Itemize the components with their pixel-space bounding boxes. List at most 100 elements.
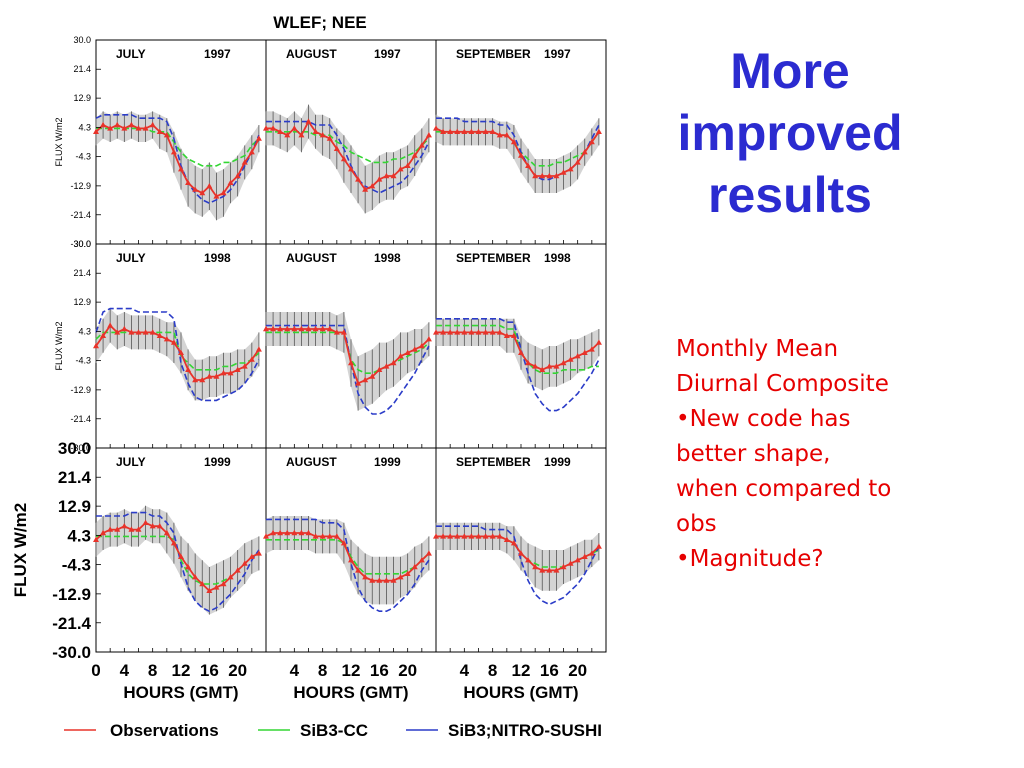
series-line-sib3-nitro-sushi bbox=[95, 307, 260, 402]
observation-point bbox=[326, 135, 333, 141]
observation-point bbox=[128, 526, 135, 532]
observation-point bbox=[213, 373, 220, 379]
panel-month-label: AUGUST bbox=[286, 455, 337, 469]
panel-month-label: JULY bbox=[116, 251, 146, 265]
observation-point bbox=[553, 172, 560, 179]
observation-point bbox=[595, 543, 602, 549]
observation-point bbox=[206, 373, 213, 379]
observation-point bbox=[553, 567, 560, 573]
notes-bullet-line: •Magnitude? bbox=[676, 546, 824, 572]
observation-point bbox=[121, 125, 128, 131]
observation-point bbox=[170, 540, 177, 546]
observation-point bbox=[270, 529, 277, 536]
y-tick-label: -21.4 bbox=[70, 414, 91, 424]
observation-point bbox=[227, 179, 234, 185]
legend: Observations SiB3-CC SiB3;NITRO-SUSHI bbox=[64, 721, 602, 740]
panel-year-label: 1997 bbox=[544, 47, 571, 61]
observation-point bbox=[170, 339, 177, 345]
observation-point bbox=[411, 563, 418, 570]
observation-point bbox=[461, 329, 468, 335]
notes-bullet-line: better shape, bbox=[676, 441, 831, 467]
observation-point bbox=[404, 570, 411, 576]
spread-band bbox=[96, 111, 259, 221]
observation-point bbox=[333, 145, 340, 151]
observation-point bbox=[93, 342, 99, 349]
chart-panel: JULY 1998 30.0 21.4 12.9 4.3 -4.3 -12.9 -21.4 -30… bbox=[54, 239, 267, 453]
observation-point bbox=[114, 526, 121, 532]
y-tick-label: -12.9 bbox=[70, 181, 91, 191]
observation-point bbox=[553, 363, 560, 369]
x-tick-label: 12 bbox=[512, 661, 531, 680]
observation-point bbox=[447, 128, 454, 134]
y-tick-label: -12.9 bbox=[70, 385, 91, 395]
observation-point bbox=[142, 329, 149, 335]
y-tick-label: -4.3 bbox=[75, 356, 91, 366]
x-tick-label: 16 bbox=[200, 661, 219, 680]
x-tick-label: 8 bbox=[318, 661, 327, 680]
observation-point bbox=[277, 325, 284, 332]
observation-point bbox=[234, 366, 241, 372]
panel-month-label: SEPTEMBER bbox=[456, 47, 531, 61]
observation-point bbox=[241, 159, 248, 165]
observation-point bbox=[560, 563, 567, 570]
notes-bullet-line: •New code has bbox=[676, 406, 851, 432]
observation-point bbox=[532, 563, 539, 570]
observation-point bbox=[326, 325, 333, 332]
observation-point bbox=[567, 560, 574, 566]
chart-panel: AUGUST 1997 bbox=[263, 39, 437, 245]
observation-point bbox=[595, 339, 602, 345]
observation-point bbox=[475, 128, 482, 134]
x-axis-label: HOURS (GMT) bbox=[293, 683, 408, 702]
observation-point bbox=[546, 363, 553, 369]
y-tick-label: 21.4 bbox=[73, 268, 91, 278]
observation-point bbox=[433, 533, 439, 539]
observation-point bbox=[305, 529, 312, 536]
chart-title: WLEF; NEE bbox=[273, 13, 367, 32]
observation-point bbox=[312, 533, 319, 539]
observation-point bbox=[376, 366, 383, 372]
spread-band bbox=[436, 114, 599, 193]
observation-point bbox=[185, 563, 192, 570]
observation-point bbox=[461, 533, 468, 539]
observation-point bbox=[525, 162, 532, 168]
observation-point bbox=[581, 149, 588, 155]
observation-point bbox=[149, 523, 156, 529]
series-line-sib3-nitro-sushi bbox=[266, 120, 430, 194]
observation-point bbox=[503, 332, 510, 338]
observation-point bbox=[355, 380, 362, 386]
panel-year-label: 1998 bbox=[204, 251, 231, 265]
observation-point bbox=[496, 533, 503, 539]
observation-point bbox=[220, 189, 227, 196]
observation-point bbox=[340, 329, 347, 335]
observation-point bbox=[121, 325, 128, 332]
slide-title: More improved results bbox=[640, 40, 940, 226]
chart-panel: JULY 1997 30.0 21.4 12.9 4.3 -4.3 -12.9 -21.4 -30… bbox=[54, 35, 267, 249]
observation-point bbox=[255, 346, 262, 352]
notes-heading-line: Monthly Mean bbox=[676, 336, 839, 362]
observation-point bbox=[461, 128, 468, 134]
y-tick-label: 12.9 bbox=[73, 297, 91, 307]
observation-point bbox=[255, 135, 262, 141]
panel-grid: JULY 1997 30.0 21.4 12.9 4.3 -4.3 -12.9 -21.4 -30… bbox=[52, 35, 607, 662]
observation-point bbox=[525, 557, 532, 563]
observation-point bbox=[298, 132, 305, 138]
observation-point bbox=[213, 584, 220, 590]
observation-point bbox=[482, 329, 489, 335]
y-tick-label: 30.0 bbox=[73, 239, 91, 249]
observation-point bbox=[503, 536, 510, 542]
observation-point bbox=[163, 529, 170, 536]
notes-bullet-line: obs bbox=[676, 511, 717, 537]
observation-point bbox=[248, 149, 255, 155]
observation-point bbox=[199, 376, 206, 383]
panel-frame bbox=[95, 39, 267, 245]
observation-point bbox=[433, 329, 439, 335]
observation-point bbox=[326, 533, 333, 539]
observation-point bbox=[178, 166, 184, 172]
observation-point bbox=[440, 329, 447, 335]
chart-panel: SEPTEMBER 1999 bbox=[433, 447, 607, 653]
observation-point bbox=[128, 329, 135, 335]
y-tick-label: -21.4 bbox=[52, 614, 91, 633]
observation-point bbox=[447, 533, 454, 539]
y-tick-label: 4.3 bbox=[78, 326, 91, 336]
observation-point bbox=[574, 353, 581, 359]
